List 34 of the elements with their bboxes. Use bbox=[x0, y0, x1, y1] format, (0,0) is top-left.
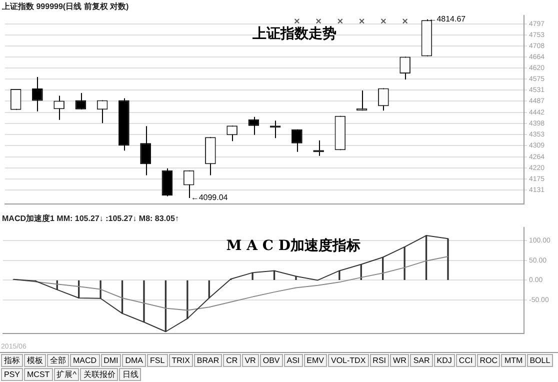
text: ROC bbox=[476, 354, 500, 367]
text: FSL bbox=[147, 354, 168, 367]
text: SAR bbox=[410, 354, 433, 367]
text: CCI bbox=[456, 354, 476, 367]
text: EMV bbox=[304, 354, 327, 367]
text: PSY bbox=[1, 368, 24, 381]
text: ASI bbox=[284, 354, 303, 367]
chart-title: 上证指数 999999(日线 前复权 对数) bbox=[1, 2, 130, 12]
text: MACD bbox=[70, 354, 100, 367]
text: BOLL bbox=[526, 354, 554, 367]
text: RSI bbox=[370, 354, 390, 367]
text: TRIX bbox=[168, 354, 193, 367]
text: CR bbox=[223, 354, 241, 367]
text: DMA bbox=[122, 354, 146, 367]
text: 指标 bbox=[1, 354, 23, 367]
annotation: 上证指数走势 bbox=[252, 26, 336, 42]
annotation: ←4814.67 bbox=[428, 14, 466, 24]
text: 关联报价 bbox=[80, 368, 118, 381]
text: 扩展^ bbox=[54, 368, 80, 381]
text: KDJ bbox=[434, 354, 455, 367]
text: VR bbox=[242, 354, 259, 367]
text: WR bbox=[390, 354, 410, 367]
text: OBV bbox=[260, 354, 283, 367]
text: 模板 bbox=[24, 354, 46, 367]
text: 全部 bbox=[47, 354, 69, 367]
text: 日线 bbox=[119, 368, 142, 381]
text: MTM bbox=[501, 354, 526, 367]
text: VOL-TDX bbox=[328, 354, 369, 367]
text: BRAR bbox=[194, 354, 222, 367]
chart-title: MACD加速度1 MM: 105.27↓ :105.27↓ M8: 83.05↑ bbox=[2, 213, 179, 224]
text: MCST bbox=[24, 368, 53, 381]
annotation: M A C D加速度指标 bbox=[226, 237, 361, 254]
text: DMI bbox=[100, 354, 122, 367]
annotation: ←4099.04 bbox=[190, 193, 228, 202]
